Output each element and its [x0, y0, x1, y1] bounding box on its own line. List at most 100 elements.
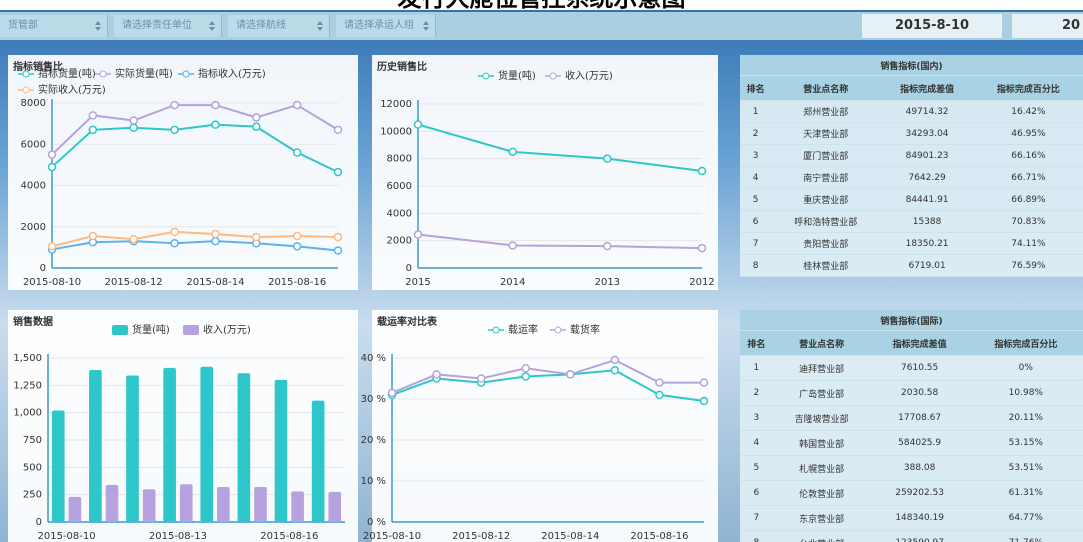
date-picker[interactable]: 2015-8-10 — [862, 14, 1002, 38]
point — [253, 114, 260, 121]
y-tick-label: 8000 — [387, 154, 412, 165]
point — [130, 236, 137, 243]
bar — [254, 487, 267, 522]
bar — [69, 497, 82, 522]
table-cell: 3 — [740, 406, 773, 431]
x-tick-label: 2013 — [595, 277, 620, 288]
filter[interactable]: 请选择责任单位 — [114, 15, 222, 37]
table-cell: 17708.67 — [871, 406, 969, 431]
table-cell: 伦敦营业部 — [773, 481, 871, 506]
y-tick-label: 250 — [23, 490, 42, 501]
table-cell: 46.95% — [974, 123, 1083, 145]
table-cell: 1 — [740, 101, 771, 123]
table-title: 销售指标(国内) — [740, 55, 1083, 76]
table-cell: 16.42% — [974, 101, 1083, 123]
point — [171, 126, 178, 133]
table-cell: 49714.32 — [880, 101, 974, 123]
point — [699, 167, 706, 174]
legend-label: 货量(吨) — [132, 323, 170, 336]
table-cell: 259202.53 — [871, 481, 969, 506]
point — [212, 102, 219, 109]
column-header: 排名 — [740, 76, 771, 101]
column-header: 营业点名称 — [771, 76, 880, 101]
table-cell: 郑州营业部 — [771, 101, 880, 123]
y-tick-label: 2000 — [21, 222, 46, 233]
x-tick-label: 2012 — [689, 277, 714, 288]
point — [130, 124, 137, 131]
x-tick-label: 2015-08-14 — [541, 531, 599, 542]
x-tick-label: 2015-08-10 — [23, 277, 81, 288]
bar — [291, 491, 304, 522]
point — [89, 112, 96, 119]
table-cell: 1 — [740, 356, 773, 381]
table-cell: 71.76% — [969, 531, 1083, 542]
bar — [143, 489, 156, 522]
point — [611, 367, 618, 374]
y-tick-label: 6000 — [387, 181, 412, 192]
point — [49, 151, 56, 158]
y-tick-label: 12000 — [380, 99, 412, 110]
bar — [106, 485, 119, 522]
point — [335, 234, 342, 241]
bar — [180, 484, 193, 522]
y-tick-label: 4000 — [387, 208, 412, 219]
table-cell: 4 — [740, 431, 773, 456]
table-cell: 53.51% — [969, 456, 1083, 481]
point — [509, 148, 516, 155]
table-title-row: 销售指标(国际) — [740, 310, 1083, 331]
page-title: 发行大舱位管控系统示意图 — [0, 0, 1083, 10]
point — [699, 245, 706, 252]
bar — [217, 487, 230, 522]
bar — [312, 401, 325, 522]
date-picker[interactable]: 20 — [1012, 14, 1083, 38]
y-tick-label: 500 — [23, 462, 42, 473]
table-cell: 2030.58 — [871, 381, 969, 406]
legend-marker — [493, 327, 499, 333]
filter-label: 货管部 — [8, 20, 38, 31]
point — [604, 243, 611, 250]
filter[interactable]: 请选择航线 — [228, 15, 330, 37]
legend-marker — [555, 327, 561, 333]
y-tick-label: 10000 — [380, 126, 412, 137]
table-cell: 34293.04 — [880, 123, 974, 145]
table-cell: 台北营业部 — [773, 531, 871, 542]
legend-label: 实际收入(万元) — [38, 83, 106, 96]
point — [294, 233, 301, 240]
table-title: 销售指标(国际) — [740, 310, 1083, 331]
point — [171, 102, 178, 109]
table-cell: 84901.23 — [880, 145, 974, 167]
table-cell: 66.71% — [974, 167, 1083, 189]
legend-marker — [23, 87, 29, 93]
point — [656, 379, 663, 386]
x-tick-label: 2014 — [500, 277, 525, 288]
y-tick-label: 1,000 — [13, 408, 42, 419]
filter[interactable]: 请选择承运人组 — [336, 15, 436, 37]
y-tick-label: 0 — [406, 263, 412, 274]
filter-bar: 货管部 请选择责任单位 请选择航线 请选择承运人组 2015-8-10 20 — [0, 12, 1083, 40]
table-row: 4南宁营业部7642.2966.71% — [740, 167, 1083, 189]
filter-label: 请选择责任单位 — [122, 20, 192, 31]
point — [509, 242, 516, 249]
point — [171, 240, 178, 247]
column-header: 营业点名称 — [773, 331, 871, 356]
y-tick-label: 40 % — [361, 353, 386, 364]
y-tick-label: 10 % — [361, 476, 386, 487]
legend-marker — [550, 73, 556, 79]
chart-title: 载运率对比表 — [377, 315, 438, 328]
table-cell: 2 — [740, 123, 771, 145]
legend-marker — [483, 73, 489, 79]
legend-label: 货量(吨) — [498, 69, 536, 82]
filter[interactable]: 货管部 — [0, 15, 108, 37]
x-tick-label: 2015-08-16 — [260, 531, 318, 542]
x-tick-label: 2015-08-12 — [452, 531, 510, 542]
table-cell: 0% — [969, 356, 1083, 381]
panel — [372, 55, 718, 290]
table-cell: 8 — [740, 255, 771, 277]
table-cell: 20.11% — [969, 406, 1083, 431]
table-cell: 重庆营业部 — [771, 189, 880, 211]
